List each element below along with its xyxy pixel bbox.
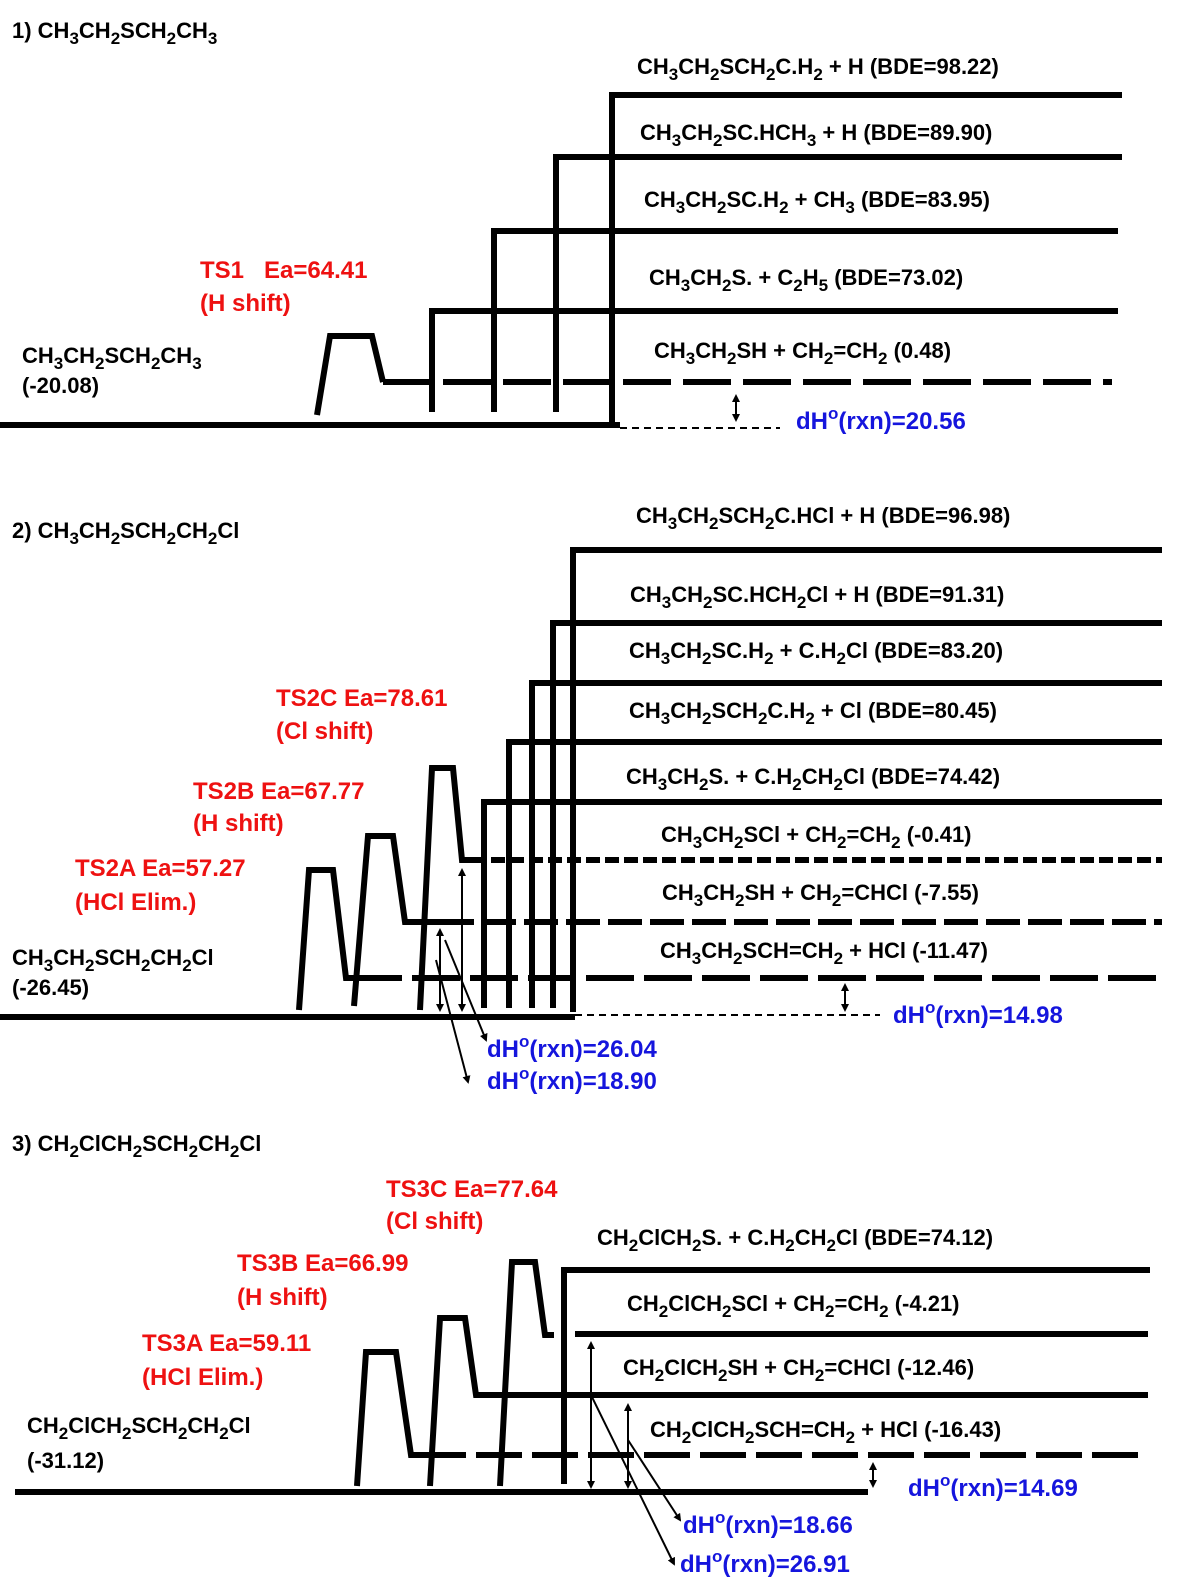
dh-leader-2 <box>444 939 488 1042</box>
reaction-enthalpy-2: dHo(rxn)=18.66 <box>683 1508 853 1539</box>
dh-leader-3 <box>590 1394 675 1566</box>
dh-leader-3 <box>435 959 471 1084</box>
ts3b-mechanism: (H shift) <box>237 1284 328 1311</box>
ts1-label: TS1 Ea=64.41 <box>200 257 367 284</box>
reaction-enthalpy-1: dHo(rxn)=14.98 <box>893 998 1063 1029</box>
panel-3 <box>15 1259 1150 1566</box>
reactant-value: (-26.45) <box>12 975 89 1000</box>
product-label-8: CH3CH2SCH=CH2 + HCl (-11.47) <box>660 938 988 968</box>
ts1-barrier <box>314 333 386 416</box>
reaction-enthalpy-3: dHo(rxn)=18.90 <box>487 1064 657 1095</box>
panel-2 <box>0 547 1162 1084</box>
product-label-7: CH3CH2SH + CH2=CHCl (-7.55) <box>662 880 979 910</box>
reaction-enthalpy-1: dHo(rxn)=20.56 <box>796 404 966 435</box>
reactant-formula: CH3CH2SCH2CH2Cl <box>12 945 214 975</box>
ts3b-barrier <box>427 1315 580 1487</box>
product-label-3: CH3CH2SC.H2 + CH3 (BDE=83.95) <box>644 187 990 217</box>
panel-2-heading: 2) CH3CH2SCH2CH2Cl <box>12 518 239 548</box>
product-level-4 <box>506 739 1162 1008</box>
product-level-2 <box>550 620 1162 1008</box>
product-level-1 <box>570 547 1162 1012</box>
product-label-4: CH3CH2SCH2C.H2 + Cl (BDE=80.45) <box>629 698 997 728</box>
ts2c-label: TS2C Ea=78.61 <box>276 685 447 712</box>
product-label-4: CH3CH2S. + C2H5 (BDE=73.02) <box>649 265 963 295</box>
ts3a-mechanism: (HCl Elim.) <box>142 1364 263 1391</box>
product-level-2 <box>553 154 1122 412</box>
product-level-4 <box>429 308 1118 412</box>
reactant-formula: CH2ClCH2SCH2CH2Cl <box>27 1413 251 1443</box>
product-label-2: CH3CH2SC.HCH3 + H (BDE=89.90) <box>640 120 992 150</box>
ts2c-barrier <box>417 765 472 1011</box>
panel-3-heading: 3) CH2ClCH2SCH2CH2Cl <box>12 1131 261 1161</box>
reaction-enthalpy-3: dHo(rxn)=26.91 <box>680 1547 850 1578</box>
product-label-6: CH3CH2SCl + CH2=CH2 (-0.41) <box>661 822 972 852</box>
panel-1 <box>0 92 1122 429</box>
ts3c-mechanism: (Cl shift) <box>386 1208 483 1235</box>
product-label-1: CH2ClCH2S. + C.H2CH2Cl (BDE=74.12) <box>597 1225 993 1255</box>
product-label-3: CH3CH2SC.H2 + C.H2Cl (BDE=83.20) <box>629 638 1003 668</box>
reaction-enthalpy-2: dHo(rxn)=26.04 <box>487 1032 657 1063</box>
ts2a-barrier <box>296 867 354 1011</box>
panel-1-heading: 1) CH3CH2SCH2CH3 <box>12 18 217 48</box>
ts3a-label: TS3A Ea=59.11 <box>142 1330 311 1357</box>
dh-leader-2 <box>627 1439 682 1522</box>
reactant-value: (-31.12) <box>27 1448 104 1473</box>
ts2b-label: TS2B Ea=67.77 <box>193 778 364 805</box>
ts3c-barrier <box>497 1259 554 1487</box>
product-label-5: CH3CH2SH + CH2=CH2 (0.48) <box>654 338 951 368</box>
reactant-formula: CH3CH2SCH2CH3 <box>22 343 202 373</box>
product-label-1: CH3CH2SCH2C.HCl + H (BDE=96.98) <box>636 503 1010 533</box>
ts2b-barrier <box>351 833 440 1007</box>
product-level-3 <box>491 228 1118 412</box>
ts2b-mechanism: (H shift) <box>193 810 284 837</box>
ts3c-label: TS3C Ea=77.64 <box>386 1176 558 1203</box>
product-label-4: CH2ClCH2SCH=CH2 + HCl (-16.43) <box>650 1417 1001 1447</box>
product-label-1: CH3CH2SCH2C.H2 + H (BDE=98.22) <box>637 54 999 84</box>
ts2a-mechanism: (HCl Elim.) <box>75 889 196 916</box>
ts3a-barrier <box>354 1349 420 1487</box>
product-label-2: CH2ClCH2SCl + CH2=CH2 (-4.21) <box>627 1291 960 1321</box>
reactant-value: (-20.08) <box>22 373 99 398</box>
product-level-3 <box>529 680 1162 1008</box>
ts1-mechanism: (H shift) <box>200 290 291 317</box>
product-level-1 <box>561 1267 1150 1484</box>
ts2a-label: TS2A Ea=57.27 <box>75 855 246 882</box>
product-label-2: CH3CH2SC.HCH2Cl + H (BDE=91.31) <box>630 582 1004 612</box>
product-level-1 <box>609 92 1122 422</box>
product-label-5: CH3CH2S. + C.H2CH2Cl (BDE=74.42) <box>626 764 1000 794</box>
reaction-enthalpy-1: dHo(rxn)=14.69 <box>908 1471 1078 1502</box>
ts2c-mechanism: (Cl shift) <box>276 718 373 745</box>
product-level-5 <box>481 799 1162 1008</box>
ts3b-label: TS3B Ea=66.99 <box>237 1250 408 1277</box>
product-label-3: CH2ClCH2SH + CH2=CHCl (-12.46) <box>623 1355 974 1385</box>
